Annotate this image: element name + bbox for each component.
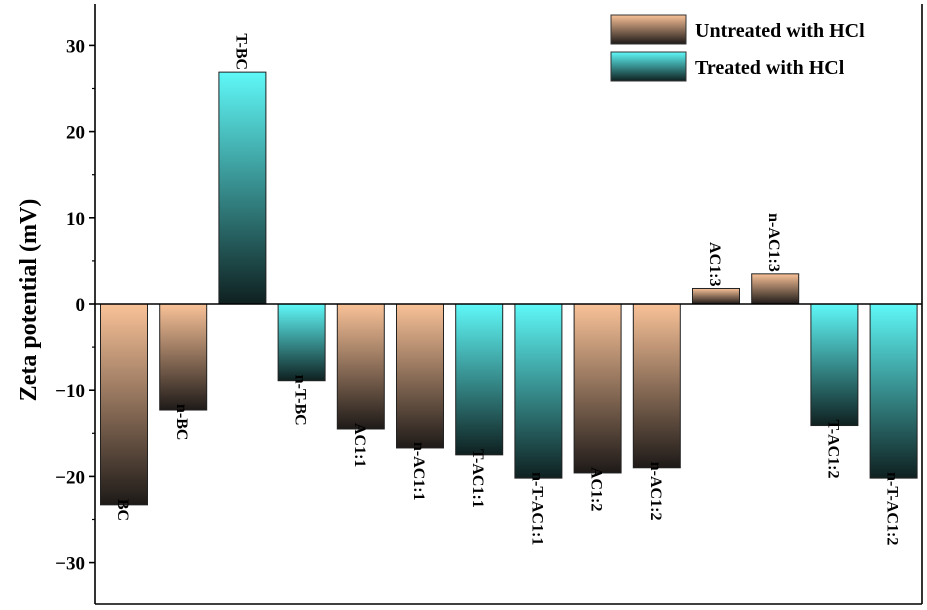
- bar-n-ac1-1: [396, 303, 444, 449]
- y-axis-label: Zeta potential (mV): [16, 199, 42, 402]
- bar-n-t-ac1-1: [514, 303, 563, 479]
- bar-labels-group: BC n-BC T-BC n-T-BC AC1:1 n-AC1:1 T-AC1:1 n-T-A…: [114, 33, 901, 545]
- bar-label: n-AC1:2: [647, 462, 664, 521]
- bar-n-t-bc: [277, 303, 326, 382]
- bar-ac1-2: [573, 303, 622, 474]
- bar-t-ac1-2: [810, 303, 859, 427]
- y-tick-label: −10: [55, 381, 85, 402]
- bar-n-bc: [159, 303, 208, 411]
- bar-label: n-AC1:1: [410, 442, 427, 501]
- bar-label: n-BC: [173, 404, 190, 440]
- legend-swatch-treated: [610, 51, 687, 82]
- legend: Untreated with HCl Treated with HCl: [610, 14, 865, 82]
- bar-n-ac1-2: [632, 303, 681, 469]
- bar-t-ac1-1: [455, 303, 504, 456]
- legend-swatch-untreated: [610, 14, 687, 45]
- bar-n-ac1-3: [751, 273, 800, 305]
- bar-label: T-AC1:2: [824, 420, 841, 479]
- legend-label-treated: Treated with HCl: [695, 57, 845, 79]
- bar-label: AC1:3: [706, 242, 723, 286]
- y-tick-label: −20: [55, 467, 85, 488]
- y-tick-label: 0: [76, 295, 86, 316]
- bar-ac1-1: [336, 303, 385, 430]
- y-tick-label: 10: [66, 209, 85, 230]
- bar-label: AC1:1: [351, 423, 368, 467]
- bar-label: T-BC: [232, 33, 249, 70]
- y-tick-label: −30: [55, 554, 85, 575]
- bar-bc: [100, 303, 148, 506]
- bar-label: n-T-AC1:2: [884, 472, 901, 545]
- y-ticks-group: −30 −20 −10 0 10 20 30: [55, 36, 95, 575]
- bar-label: n-T-AC1:1: [528, 472, 545, 545]
- bar-label: AC1:2: [588, 467, 605, 511]
- bar-label: BC: [114, 499, 131, 521]
- bar-n-t-ac1-2: [869, 303, 918, 479]
- bars-group: [100, 71, 918, 506]
- y-tick-label: 30: [66, 36, 85, 57]
- bar-t-bc: [218, 71, 267, 305]
- y-tick-label: 20: [66, 123, 85, 144]
- bar-ac1-3: [692, 287, 740, 305]
- legend-label-untreated: Untreated with HCl: [695, 20, 865, 42]
- bar-label: n-AC1:3: [765, 213, 782, 272]
- bar-label: T-AC1:1: [469, 449, 486, 508]
- bar-label: n-T-BC: [292, 375, 309, 426]
